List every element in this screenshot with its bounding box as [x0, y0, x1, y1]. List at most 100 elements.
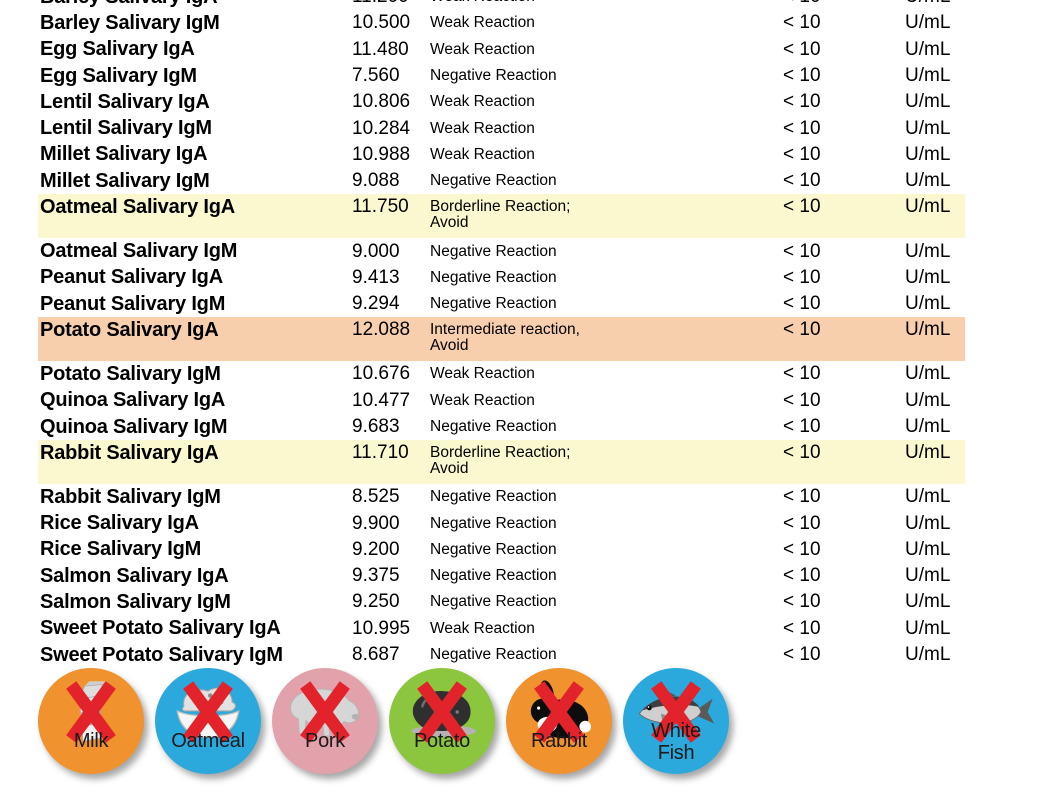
- test-result-value: 10.988: [352, 143, 411, 165]
- reaction-text: Negative Reaction: [430, 593, 557, 611]
- test-name: Sweet Potato Salivary IgA: [40, 617, 281, 640]
- result-row: Quinoa Salivary IgM 9.683 Negative Reactio…: [38, 414, 965, 440]
- food-label: Pork: [305, 730, 345, 752]
- red-x-icon: [178, 673, 238, 751]
- units: U/mL: [905, 65, 951, 87]
- test-reaction: Weak Reaction: [430, 93, 760, 111]
- avoid-food-badge-white-fish: White Fish: [623, 668, 729, 774]
- units: U/mL: [905, 12, 951, 34]
- test-name: Peanut Salivary IgA: [40, 266, 223, 289]
- test-result-value: 9.000: [352, 240, 400, 262]
- test-result-value: 9.375: [352, 565, 400, 587]
- test-reaction: Negative Reaction: [430, 567, 760, 585]
- reaction-advice-text: Avoid: [430, 337, 469, 355]
- reaction-text: Weak Reaction: [430, 14, 535, 32]
- red-x-icon: [646, 673, 706, 751]
- reaction-text: Weak Reaction: [430, 145, 535, 163]
- avoid-food-badge-milk: Milk: [38, 668, 144, 774]
- result-row: Potato Salivary IgA 12.088 Intermediate re…: [38, 317, 965, 362]
- test-name: Egg Salivary IgA: [40, 38, 195, 61]
- reaction-text: Negative Reaction: [430, 567, 557, 585]
- reaction-text: Negative Reaction: [430, 242, 557, 260]
- reaction-text: Negative Reaction: [430, 67, 557, 85]
- units: U/mL: [905, 319, 951, 341]
- food-label: White Fish: [651, 720, 701, 764]
- reaction-text: Weak Reaction: [430, 365, 535, 383]
- reference-range: < 10: [783, 293, 821, 315]
- units: U/mL: [905, 416, 951, 437]
- test-reaction: Negative Reaction: [430, 488, 760, 506]
- result-row: Peanut Salivary IgM 9.294 Negative Reactio…: [38, 291, 965, 317]
- test-reaction: Negative Reaction: [430, 646, 760, 664]
- units: U/mL: [905, 486, 951, 508]
- result-row: Millet Salivary IgA 10.988 Weak Reaction < …: [38, 142, 965, 168]
- reaction-text: Negative Reaction: [430, 295, 557, 313]
- reference-range: < 10: [783, 319, 821, 341]
- test-reaction: Negative Reaction: [430, 418, 760, 436]
- result-row: Rice Salivary IgA 9.900 Negative Reaction <…: [38, 510, 965, 536]
- reference-range: < 10: [783, 512, 821, 534]
- result-row: Millet Salivary IgM 9.088 Negative Reactio…: [38, 168, 965, 194]
- test-name: Potato Salivary IgM: [40, 362, 221, 385]
- units: U/mL: [905, 196, 951, 218]
- test-reaction: Weak Reaction: [430, 41, 760, 59]
- units: U/mL: [905, 91, 951, 113]
- test-name: Salmon Salivary IgM: [40, 590, 231, 613]
- test-result-value: 9.683: [352, 416, 400, 437]
- reaction-text: Negative Reaction: [430, 418, 557, 435]
- reaction-text: Weak Reaction: [430, 391, 535, 409]
- red-x-icon: [529, 673, 589, 751]
- test-reaction: Negative Reaction: [430, 67, 760, 85]
- test-reaction: Negative Reaction: [430, 541, 760, 559]
- result-row: Egg Salivary IgM 7.560 Negative Reaction < …: [38, 63, 965, 89]
- reaction-text: Weak Reaction: [430, 619, 535, 637]
- test-name: Rice Salivary IgM: [40, 538, 202, 561]
- test-reaction: Negative Reaction: [430, 593, 760, 611]
- test-name: Egg Salivary IgM: [40, 64, 197, 87]
- reaction-text: Borderline Reaction;: [430, 198, 571, 216]
- avoid-food-badge-rabbit: Rabbit: [506, 668, 612, 774]
- result-row: Rabbit Salivary IgM 8.525 Negative Reactio…: [38, 484, 965, 510]
- test-reaction: Weak Reaction: [430, 365, 760, 383]
- test-result-value: 9.900: [352, 512, 400, 534]
- units: U/mL: [905, 617, 951, 639]
- units: U/mL: [905, 293, 951, 315]
- reference-range: < 10: [783, 117, 821, 139]
- test-result-value: 10.806: [352, 91, 411, 113]
- units: U/mL: [905, 363, 951, 385]
- test-name: Millet Salivary IgM: [40, 169, 210, 192]
- test-result-value: 8.687: [352, 644, 400, 666]
- reference-range: < 10: [783, 170, 821, 192]
- reaction-advice-text: Avoid: [430, 214, 469, 232]
- result-row: Lentil Salivary IgA 10.806 Weak Reaction < …: [38, 89, 965, 115]
- food-label: Milk: [73, 730, 109, 752]
- reference-range: < 10: [783, 91, 821, 113]
- reference-range: < 10: [783, 389, 821, 411]
- test-result-value: 11.750: [352, 196, 409, 218]
- reaction-text: Negative Reaction: [430, 540, 557, 558]
- reference-range: < 10: [783, 644, 821, 666]
- test-result-value: 11.200: [352, 0, 430, 8]
- reaction-text: Weak Reaction: [430, 119, 535, 137]
- units: U/mL: [905, 538, 951, 560]
- reaction-text: Negative Reaction: [430, 488, 557, 506]
- result-row: Oatmeal Salivary IgM 9.000 Negative Reacti…: [38, 238, 965, 264]
- test-name: Oatmeal Salivary IgA: [40, 196, 235, 219]
- test-reaction: Borderline Reaction; Avoid: [430, 440, 760, 477]
- reaction-text: Weak Reaction: [430, 93, 535, 111]
- reference-range: < 10: [783, 617, 821, 639]
- units: U/mL: [905, 565, 951, 587]
- result-row: Rabbit Salivary IgA 11.710 Borderline Reac…: [38, 440, 965, 485]
- units: U/mL: [905, 240, 951, 262]
- test-result-value: 9.088: [352, 170, 400, 192]
- result-row: Egg Salivary IgA 11.480 Weak Reaction < 10 U…: [38, 37, 965, 63]
- result-row: Lentil Salivary IgM 10.284 Weak Reaction < …: [38, 115, 965, 141]
- test-result-value: 10.995: [352, 617, 411, 639]
- test-result-value: 12.088: [352, 319, 411, 341]
- test-reaction: Weak Reaction: [430, 392, 760, 410]
- test-name: Lentil Salivary IgA: [40, 90, 210, 113]
- test-result-value: 9.250: [352, 591, 400, 613]
- test-result-value: 10.477: [352, 389, 411, 411]
- red-x-icon: [295, 673, 355, 751]
